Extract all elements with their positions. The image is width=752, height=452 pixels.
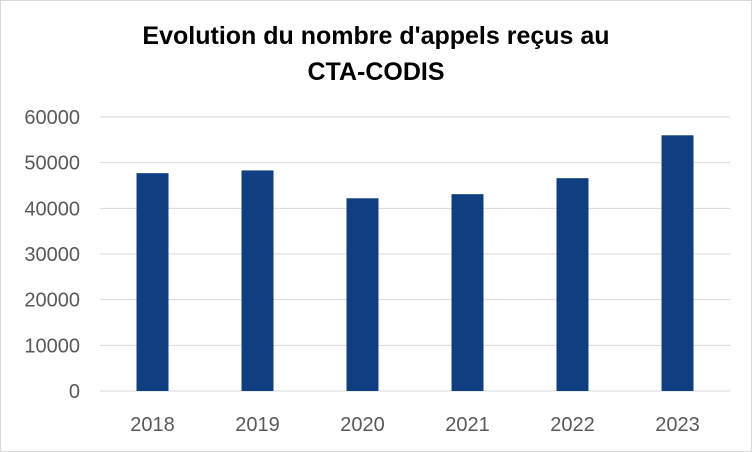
y-tick-label: 0 — [69, 381, 80, 403]
y-tick-label: 30000 — [24, 244, 80, 266]
y-tick-label: 50000 — [24, 153, 80, 175]
bar-2021 — [451, 194, 484, 391]
y-tick-label: 40000 — [24, 198, 80, 220]
bar-2023 — [661, 135, 694, 391]
x-tick-label: 2022 — [550, 414, 595, 436]
x-tick-label: 2020 — [340, 414, 385, 436]
y-tick-label: 60000 — [24, 107, 80, 129]
y-tick-label: 10000 — [24, 335, 80, 357]
bar-2019 — [241, 170, 274, 391]
y-tick-label: 20000 — [24, 290, 80, 312]
x-tick-label: 2018 — [130, 414, 175, 436]
bar-2020 — [346, 198, 379, 391]
bar-2018 — [136, 173, 169, 391]
chart-title-line-2: CTA-CODIS — [307, 58, 445, 86]
chart-title: Evolution du nombre d'appels reçus au CT… — [0, 18, 752, 90]
x-tick-label: 2023 — [655, 414, 700, 436]
chart-title-line-1: Evolution du nombre d'appels reçus au — [142, 22, 610, 50]
bar-2022 — [556, 178, 589, 391]
x-tick-label: 2019 — [235, 414, 280, 436]
x-tick-label: 2021 — [445, 414, 490, 436]
